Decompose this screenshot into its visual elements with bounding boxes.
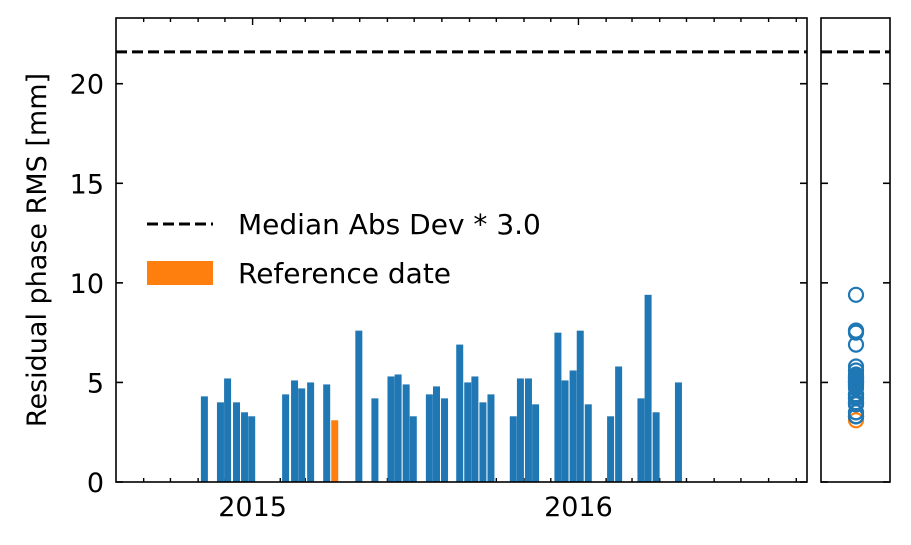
bar (241, 412, 249, 482)
bar (282, 394, 290, 482)
y-tick-label: 5 (87, 368, 104, 399)
bar (479, 402, 487, 482)
y-ticks-main: 0 5 10 15 20 (70, 70, 807, 499)
bar (615, 366, 623, 482)
legend: Median Abs Dev * 3.0 Reference date (147, 208, 541, 290)
bar (509, 416, 517, 482)
bar (425, 394, 433, 482)
point (847, 404, 865, 421)
x-tick-label: 2016 (544, 492, 613, 523)
bar (298, 388, 306, 482)
bar (371, 398, 379, 482)
point (847, 358, 865, 375)
bar (355, 330, 363, 482)
bar (456, 344, 464, 482)
bar (554, 332, 562, 482)
bar (487, 394, 495, 482)
point (847, 374, 865, 391)
bar (569, 370, 577, 482)
bar (307, 382, 315, 482)
y-tick-label: 10 (70, 269, 104, 300)
bar (637, 398, 645, 482)
bar (576, 330, 584, 482)
y-axis-label: Residual phase RMS [mm] (22, 73, 53, 427)
bar (652, 412, 660, 482)
bar (291, 380, 299, 482)
bar (224, 378, 232, 482)
bar (233, 402, 241, 482)
bar (441, 398, 449, 482)
bar (471, 376, 479, 482)
bar (584, 404, 592, 482)
bar (200, 396, 208, 482)
bar (433, 386, 441, 482)
legend-threshold-label: Median Abs Dev * 3.0 (238, 208, 541, 241)
x-ticks-main: 2015 2016 (142, 18, 797, 523)
y-tick-label: 15 (70, 169, 104, 200)
point (847, 322, 865, 339)
bar (323, 384, 331, 482)
bar (409, 416, 417, 482)
bar (216, 402, 224, 482)
point-series (847, 286, 865, 429)
bar (644, 294, 652, 482)
bar (394, 374, 402, 482)
side-plot-frame (820, 17, 891, 483)
bar (387, 376, 395, 482)
main-plot-frame (115, 17, 808, 483)
bar (248, 416, 256, 482)
point (847, 396, 865, 413)
bar-series (200, 294, 682, 482)
bar (402, 384, 410, 482)
bar (464, 382, 472, 482)
bar (607, 416, 615, 482)
y-tick-label: 20 (70, 70, 104, 101)
legend-reference-label: Reference date (238, 257, 451, 290)
legend-reference-swatch (147, 261, 213, 285)
bar (561, 380, 569, 482)
point (847, 286, 865, 303)
y-tick-label: 0 (87, 468, 104, 499)
bar (674, 382, 682, 482)
main-axes: 0 5 10 15 20 2015 2016 (70, 17, 808, 523)
reference-bar (331, 420, 339, 482)
bar (532, 404, 540, 482)
bar (516, 378, 524, 482)
x-tick-label: 2015 (218, 492, 287, 523)
side-axes (820, 17, 891, 483)
bar (524, 378, 532, 482)
